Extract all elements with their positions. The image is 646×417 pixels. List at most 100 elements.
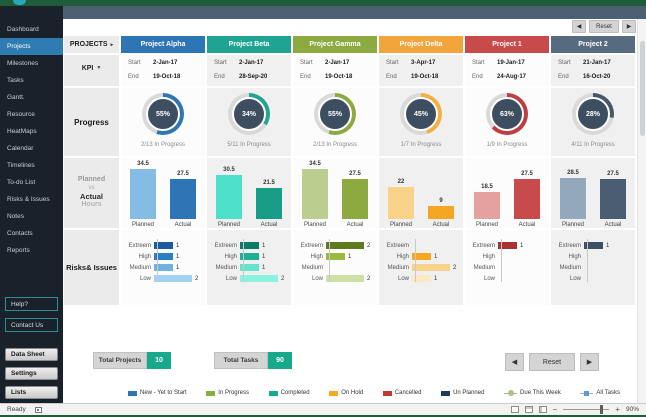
- scrollbar-thumb[interactable]: [639, 41, 645, 136]
- risk-bar: [412, 275, 431, 282]
- start-date-value: 21-Jan-17: [583, 60, 611, 66]
- risk-row-medium: Medium: [557, 262, 635, 273]
- risk-bar-chart: Extreem 2 High 1 Medium Low 2: [293, 230, 377, 284]
- planned-bar: [560, 178, 586, 219]
- next-button[interactable]: ▶: [622, 20, 636, 33]
- sidebar-item-calendar[interactable]: Calendar: [7, 145, 34, 152]
- vs-word: vs: [88, 184, 95, 191]
- reset-button[interactable]: Reset: [589, 20, 619, 33]
- risk-count: 1: [176, 242, 180, 249]
- zoom-level[interactable]: 90%: [625, 406, 639, 413]
- kpi-dropdown[interactable]: KPI ▼: [64, 55, 121, 88]
- dates-block: Start 2-Jan-17 End 19-Oct-18: [121, 55, 205, 86]
- data-sheet-button[interactable]: Data Sheet: [5, 348, 58, 361]
- progress-note: 2/13 In Progress: [140, 142, 186, 148]
- sidebar-item-notes[interactable]: Notes: [7, 213, 24, 220]
- planned-value: 34.5: [309, 161, 321, 167]
- risk-count: 1: [434, 275, 438, 282]
- prev-button[interactable]: ◀: [572, 20, 586, 33]
- settings-button[interactable]: Settings: [5, 367, 58, 380]
- project-risks-project-beta: Extreem 1 High 1 Medium 1 Low 2: [207, 230, 293, 307]
- project-tab-project-2[interactable]: Project 2: [551, 36, 637, 55]
- sidebar-item-milestones[interactable]: Milestones: [7, 60, 39, 67]
- risk-count: 1: [606, 242, 610, 249]
- hours-bar-chart: 30.5 21.5: [207, 161, 291, 219]
- normal-view-icon[interactable]: [510, 406, 519, 413]
- legend-swatch: [382, 390, 392, 396]
- risk-level-label: Medium: [215, 264, 237, 271]
- total-projects: Total Projects 10: [93, 352, 171, 369]
- projects-slicer-label[interactable]: PROJECTS ▸: [64, 36, 121, 55]
- hours-bar-labels: Planned Actual: [465, 222, 549, 228]
- risk-count: 1: [262, 242, 266, 249]
- risk-count: 2: [453, 264, 457, 271]
- planned-bar-column: 28.5: [560, 170, 587, 219]
- risk-row-low: Low: [471, 273, 549, 284]
- sidebar-item-tasks[interactable]: Tasks: [7, 77, 24, 84]
- legend-label: Due This Week: [520, 390, 561, 396]
- sidebar-item-timelines[interactable]: Timelines: [7, 162, 35, 169]
- page-layout-view-icon[interactable]: [524, 406, 533, 413]
- help-button[interactable]: Help?: [5, 297, 58, 311]
- hours-bar-labels: Planned Actual: [293, 222, 377, 228]
- risk-row-medium: Medium 1: [213, 262, 291, 273]
- progress-note: 1/7 In Progress: [400, 142, 442, 148]
- end-date-value: 24-Aug-17: [497, 74, 527, 80]
- hours-word: Hours: [81, 201, 102, 209]
- project-tab-project-gamma[interactable]: Project Gamma: [293, 36, 379, 55]
- next-button-bottom[interactable]: ▶: [580, 353, 599, 371]
- end-label: End: [386, 74, 397, 80]
- zoom-out-button[interactable]: −: [552, 404, 558, 414]
- hours-bar-chart: 22 9: [379, 161, 463, 219]
- planned-value: 34.5: [137, 161, 149, 167]
- donut-center: 55%: [318, 97, 352, 131]
- planned-bar-column: 18.5: [474, 184, 501, 219]
- project-hours-project-alpha: 34.5 27.5 Planned Actual: [121, 158, 207, 230]
- end-label: End: [300, 74, 311, 80]
- risk-level-label: Medium: [559, 264, 581, 271]
- project-tab-project-beta[interactable]: Project Beta: [207, 36, 293, 55]
- sidebar-item-heatmaps[interactable]: HeatMaps: [7, 128, 37, 135]
- vertical-scrollbar[interactable]: [637, 19, 646, 403]
- sidebar-item-risks-issues[interactable]: Risks & Issues: [7, 196, 50, 203]
- sidebar-item-to-do-list[interactable]: To-do List: [7, 179, 36, 186]
- contact-us-button[interactable]: Contact Us: [5, 318, 58, 332]
- sidebar-item-contacts[interactable]: Contacts: [7, 230, 33, 237]
- start-label: Start: [386, 60, 399, 66]
- risk-bar: [154, 275, 192, 282]
- risk-level-label: Extreem: [128, 242, 151, 249]
- sidebar-item-gantt[interactable]: Gantt.: [7, 94, 25, 101]
- project-hours-project-delta: 22 9 Planned Actual: [379, 158, 465, 230]
- prev-button-bottom[interactable]: ◀: [505, 353, 524, 371]
- hours-bar-labels: Planned Actual: [379, 222, 463, 228]
- progress-note: 2/13 In Progress: [312, 142, 358, 148]
- project-tab-project-alpha[interactable]: Project Alpha: [121, 36, 207, 55]
- risk-level-label: Medium: [387, 264, 409, 271]
- reset-button-bottom[interactable]: Reset: [529, 353, 575, 371]
- zoom-slider-thumb[interactable]: [600, 405, 604, 414]
- ribbon-collapse-tab[interactable]: [13, 0, 26, 5]
- project-tab-project-1[interactable]: Project 1: [465, 36, 551, 55]
- project-tab-project-delta[interactable]: Project Delta: [379, 36, 465, 55]
- sidebar-item-projects[interactable]: Projects: [0, 38, 63, 55]
- status-left: Ready: [7, 406, 42, 413]
- sidebar-item-dashboard[interactable]: Dashboard: [7, 26, 39, 33]
- progress-donut: 28%: [572, 93, 614, 135]
- zoom-in-button[interactable]: +: [615, 404, 620, 414]
- end-date-value: 19-Oct-18: [325, 74, 353, 80]
- end-label: End: [214, 74, 225, 80]
- page-break-view-icon[interactable]: [538, 406, 547, 413]
- lists-button[interactable]: Lists: [5, 386, 58, 399]
- macro-record-icon[interactable]: [34, 406, 42, 413]
- risk-level-label: High: [138, 253, 151, 260]
- end-date-row: End 19-Oct-18: [386, 74, 456, 80]
- zoom-slider[interactable]: [563, 405, 610, 414]
- sidebar-item-resource[interactable]: Resource: [7, 111, 35, 118]
- donut-center: 34%: [232, 97, 266, 131]
- sidebar-item-reports[interactable]: Reports: [7, 247, 30, 254]
- risk-level-label: High: [482, 253, 495, 260]
- legend-label: Un Planned: [453, 390, 485, 396]
- risk-bar: [240, 264, 259, 271]
- risk-count: 1: [520, 242, 524, 249]
- total-tasks: Total Tasks 90: [214, 352, 292, 369]
